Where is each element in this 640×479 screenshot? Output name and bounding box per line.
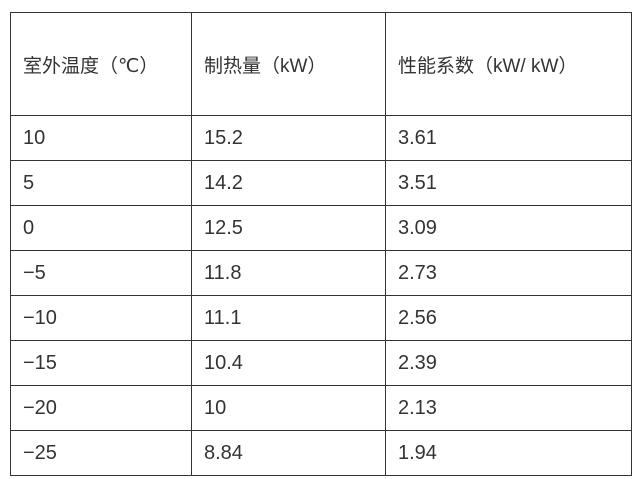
cell-cop: 3.61	[385, 115, 632, 161]
cell-heating-capacity: 14.2	[191, 160, 386, 206]
cell-heating-capacity: 10.4	[191, 340, 386, 386]
cell-heating-capacity: 11.8	[191, 250, 386, 296]
cell-outdoor-temperature: 10	[10, 115, 192, 161]
cell-cop: 2.73	[385, 250, 632, 296]
cell-cop: 2.39	[385, 340, 632, 386]
table-row: −10 11.1 2.56	[10, 295, 632, 341]
cell-cop: 1.94	[385, 430, 632, 476]
header-cop: 性能系数（kW/ kW）	[385, 12, 632, 116]
cell-cop: 3.51	[385, 160, 632, 206]
table-row: 0 12.5 3.09	[10, 205, 632, 251]
cell-outdoor-temperature: −5	[10, 250, 192, 296]
data-table: 室外温度（℃） 制热量（kW） 性能系数（kW/ kW） 10 15.2 3.61 5…	[10, 12, 632, 476]
cell-cop: 2.56	[385, 295, 632, 341]
cell-outdoor-temperature: −20	[10, 385, 192, 431]
cell-heating-capacity: 15.2	[191, 115, 386, 161]
table-row: 10 15.2 3.61	[10, 115, 632, 161]
cell-outdoor-temperature: −15	[10, 340, 192, 386]
cell-outdoor-temperature: 5	[10, 160, 192, 206]
cell-cop: 2.13	[385, 385, 632, 431]
header-row: 室外温度（℃） 制热量（kW） 性能系数（kW/ kW）	[10, 12, 632, 116]
header-heating-capacity: 制热量（kW）	[191, 12, 386, 116]
cell-cop: 3.09	[385, 205, 632, 251]
cell-heating-capacity: 12.5	[191, 205, 386, 251]
cell-outdoor-temperature: −10	[10, 295, 192, 341]
table-row: −5 11.8 2.73	[10, 250, 632, 296]
cell-heating-capacity: 8.84	[191, 430, 386, 476]
header-outdoor-temperature: 室外温度（℃）	[10, 12, 192, 116]
table-row: −25 8.84 1.94	[10, 430, 632, 476]
cell-outdoor-temperature: −25	[10, 430, 192, 476]
cell-outdoor-temperature: 0	[10, 205, 192, 251]
table-row: −15 10.4 2.39	[10, 340, 632, 386]
table-row: 5 14.2 3.51	[10, 160, 632, 206]
cell-heating-capacity: 11.1	[191, 295, 386, 341]
cell-heating-capacity: 10	[191, 385, 386, 431]
table-row: −20 10 2.13	[10, 385, 632, 431]
